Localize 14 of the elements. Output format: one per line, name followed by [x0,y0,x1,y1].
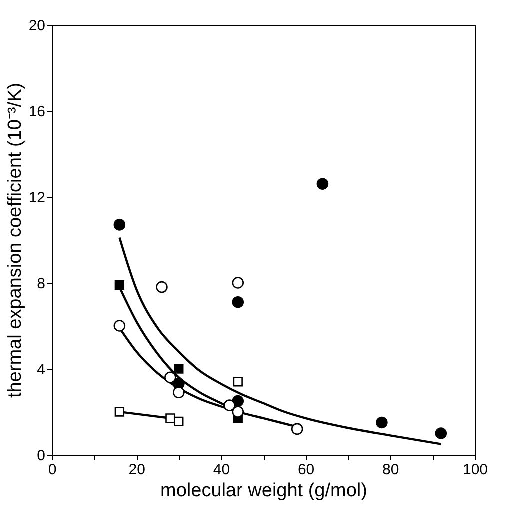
y-tick-label: 12 [28,190,46,206]
y-tick-label: 20 [28,18,46,34]
x-tick-label: 20 [128,462,146,478]
x-tick-label: 60 [298,462,315,478]
x-tick-label: 100 [462,462,488,478]
x-tick-label: 0 [48,462,57,478]
x-axis-title: molecular weight (g/mol) [160,480,368,502]
y-tick-label: 0 [37,448,46,464]
x-tick-label: 80 [382,462,400,478]
y-tick-label: 8 [37,276,46,292]
y-tick-label: 16 [28,104,46,120]
x-tick-label: 40 [213,462,230,478]
y-axis-title: thermal expansion coefficient (10⁻³/K) [4,82,26,398]
y-tick-label: 4 [37,362,46,378]
